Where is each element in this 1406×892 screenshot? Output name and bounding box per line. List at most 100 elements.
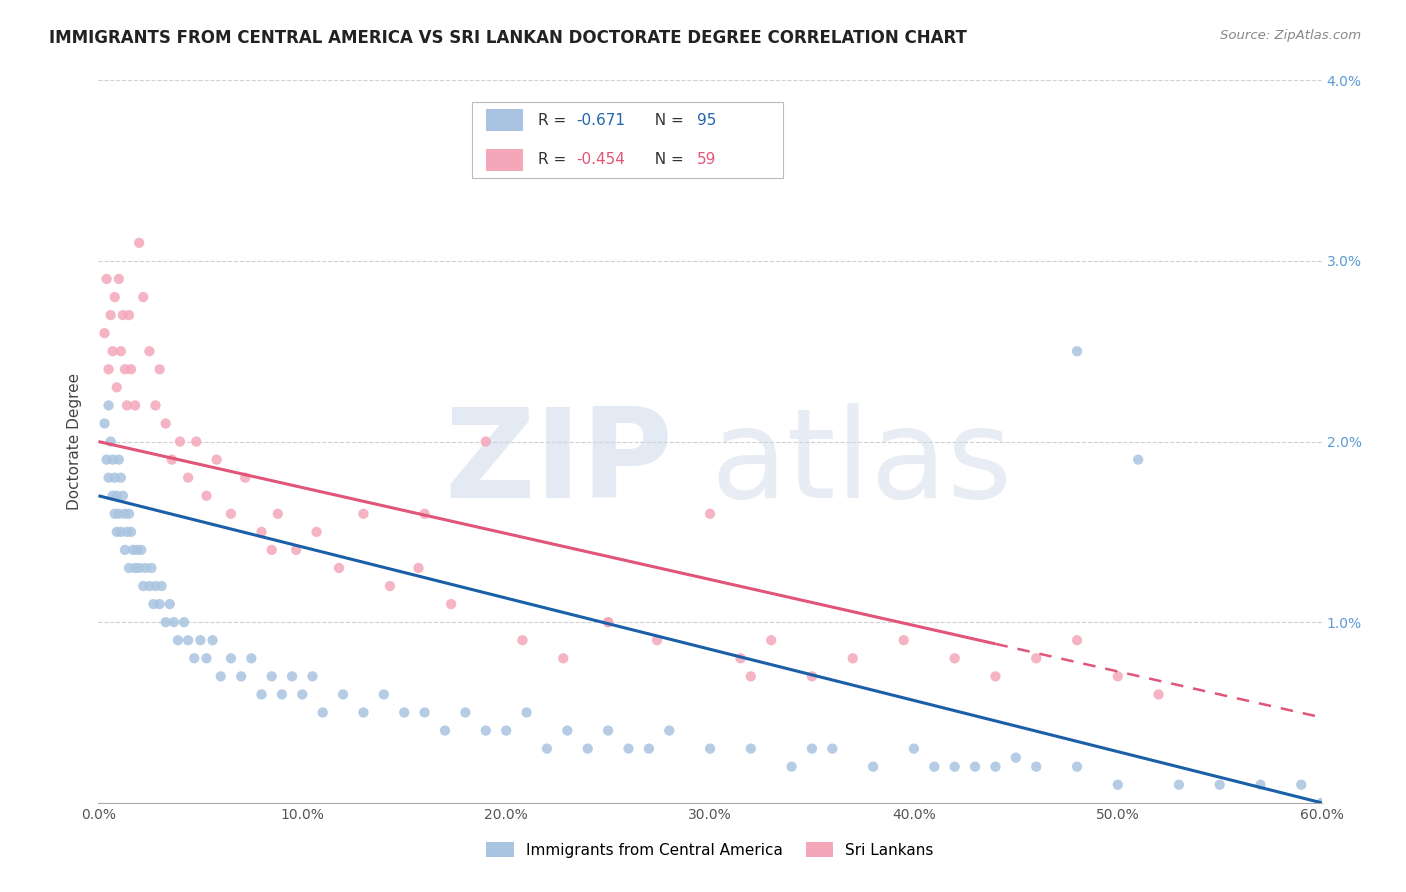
Point <box>115 524 138 539</box>
Point <box>120 524 142 539</box>
Text: N =: N = <box>645 112 689 128</box>
Point <box>1167 778 1189 792</box>
Point <box>413 706 436 720</box>
Point <box>260 669 283 683</box>
Point <box>105 524 128 539</box>
Point <box>177 633 200 648</box>
Point <box>943 760 966 774</box>
Point <box>100 308 122 322</box>
Point <box>160 452 183 467</box>
Point <box>291 687 314 701</box>
Point <box>115 398 138 412</box>
Text: -0.671: -0.671 <box>576 112 626 128</box>
Point <box>124 561 146 575</box>
Text: -0.454: -0.454 <box>576 153 626 168</box>
Point <box>699 507 721 521</box>
Point <box>201 633 224 648</box>
Point <box>352 507 374 521</box>
Point <box>553 651 575 665</box>
Point <box>598 723 620 738</box>
Point <box>110 471 132 485</box>
Point <box>195 489 218 503</box>
Point <box>1310 796 1333 810</box>
Point <box>270 687 294 701</box>
Point <box>111 308 134 322</box>
Point <box>1066 633 1088 648</box>
Point <box>132 290 155 304</box>
Point <box>105 380 128 394</box>
Point <box>141 561 163 575</box>
Point <box>576 741 599 756</box>
Point <box>118 561 141 575</box>
Point <box>1128 452 1150 467</box>
Point <box>108 272 131 286</box>
Point <box>434 723 457 738</box>
Point <box>186 434 208 449</box>
Point <box>1107 778 1129 792</box>
Point <box>114 362 136 376</box>
Point <box>555 723 579 738</box>
Text: IMMIGRANTS FROM CENTRAL AMERICA VS SRI LANKAN DOCTORATE DEGREE CORRELATION CHART: IMMIGRANTS FROM CENTRAL AMERICA VS SRI L… <box>49 29 967 47</box>
Point <box>699 741 721 756</box>
Text: Source: ZipAtlas.com: Source: ZipAtlas.com <box>1220 29 1361 43</box>
Point <box>163 615 186 630</box>
Text: R =: R = <box>537 112 571 128</box>
Point <box>1147 687 1170 701</box>
Point <box>598 615 620 630</box>
Point <box>267 507 290 521</box>
Point <box>101 489 124 503</box>
Point <box>740 741 762 756</box>
Point <box>138 579 160 593</box>
Point <box>1025 760 1047 774</box>
Point <box>110 524 132 539</box>
Point <box>332 687 354 701</box>
Point <box>440 597 463 611</box>
Point <box>108 507 131 521</box>
Point <box>111 489 134 503</box>
Point <box>281 669 304 683</box>
Point <box>183 651 205 665</box>
Point <box>142 597 165 611</box>
Text: R =: R = <box>537 153 571 168</box>
Bar <box>486 149 523 170</box>
Point <box>132 579 155 593</box>
Point <box>495 723 517 738</box>
Point <box>761 633 783 648</box>
Point <box>177 471 200 485</box>
Point <box>155 417 177 431</box>
Point <box>352 706 374 720</box>
Point <box>100 434 122 449</box>
Point <box>1066 344 1088 359</box>
Point <box>1249 778 1271 792</box>
Point <box>97 398 120 412</box>
Point <box>893 633 915 648</box>
Point <box>93 326 115 340</box>
Text: 95: 95 <box>696 112 716 128</box>
Point <box>195 651 218 665</box>
Point <box>101 452 124 467</box>
Point <box>104 507 127 521</box>
Point <box>312 706 335 720</box>
Point <box>378 579 401 593</box>
Point <box>801 741 824 756</box>
Point <box>943 651 966 665</box>
Point <box>1107 669 1129 683</box>
Point <box>104 290 127 304</box>
Point <box>240 651 263 665</box>
Point <box>328 561 350 575</box>
Point <box>645 633 668 648</box>
Text: ZIP: ZIP <box>444 402 673 524</box>
Point <box>114 542 136 557</box>
Bar <box>486 109 523 131</box>
Point <box>536 741 558 756</box>
Point <box>413 507 436 521</box>
Point <box>474 723 498 738</box>
Point <box>862 760 884 774</box>
Legend: Immigrants from Central America, Sri Lankans: Immigrants from Central America, Sri Lan… <box>479 836 941 863</box>
Point <box>984 669 1007 683</box>
Point <box>219 651 242 665</box>
Y-axis label: Doctorate Degree: Doctorate Degree <box>67 373 83 510</box>
Point <box>105 489 128 503</box>
Point <box>134 561 156 575</box>
Point <box>512 633 534 648</box>
